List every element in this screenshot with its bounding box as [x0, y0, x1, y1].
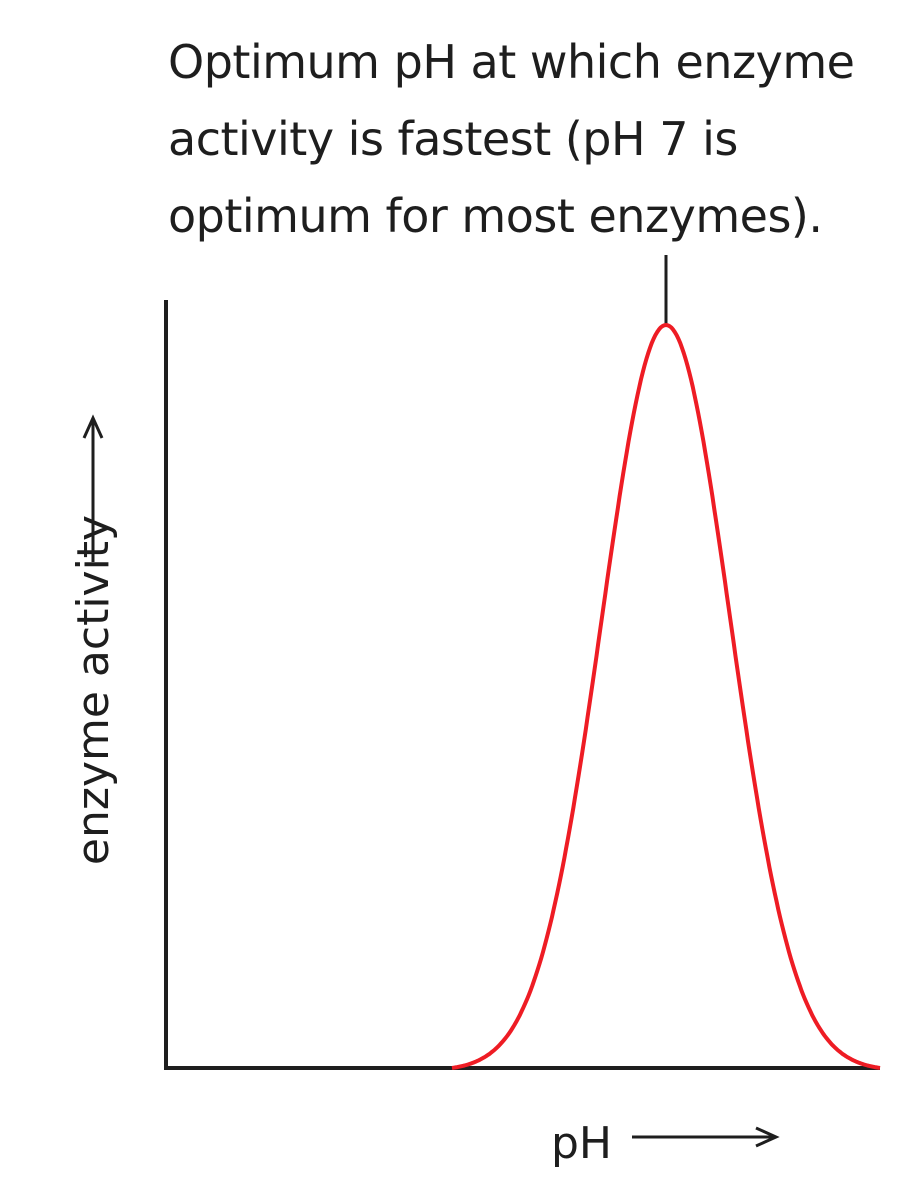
annotation-line-2: activity is fastest (pH 7 is	[168, 112, 738, 166]
x-axis-arrow-icon	[632, 1126, 780, 1148]
y-axis-arrow-icon	[82, 414, 104, 562]
x-axis-label: pH	[551, 1118, 612, 1169]
y-axis-label: enzyme activity	[68, 515, 119, 865]
annotation-line-3: optimum for most enzymes).	[168, 189, 822, 243]
y-axis-label-group: enzyme activity	[68, 515, 119, 865]
annotation-line-1: Optimum pH at which enzyme	[168, 35, 854, 89]
enzyme-activity-curve	[451, 323, 881, 1070]
